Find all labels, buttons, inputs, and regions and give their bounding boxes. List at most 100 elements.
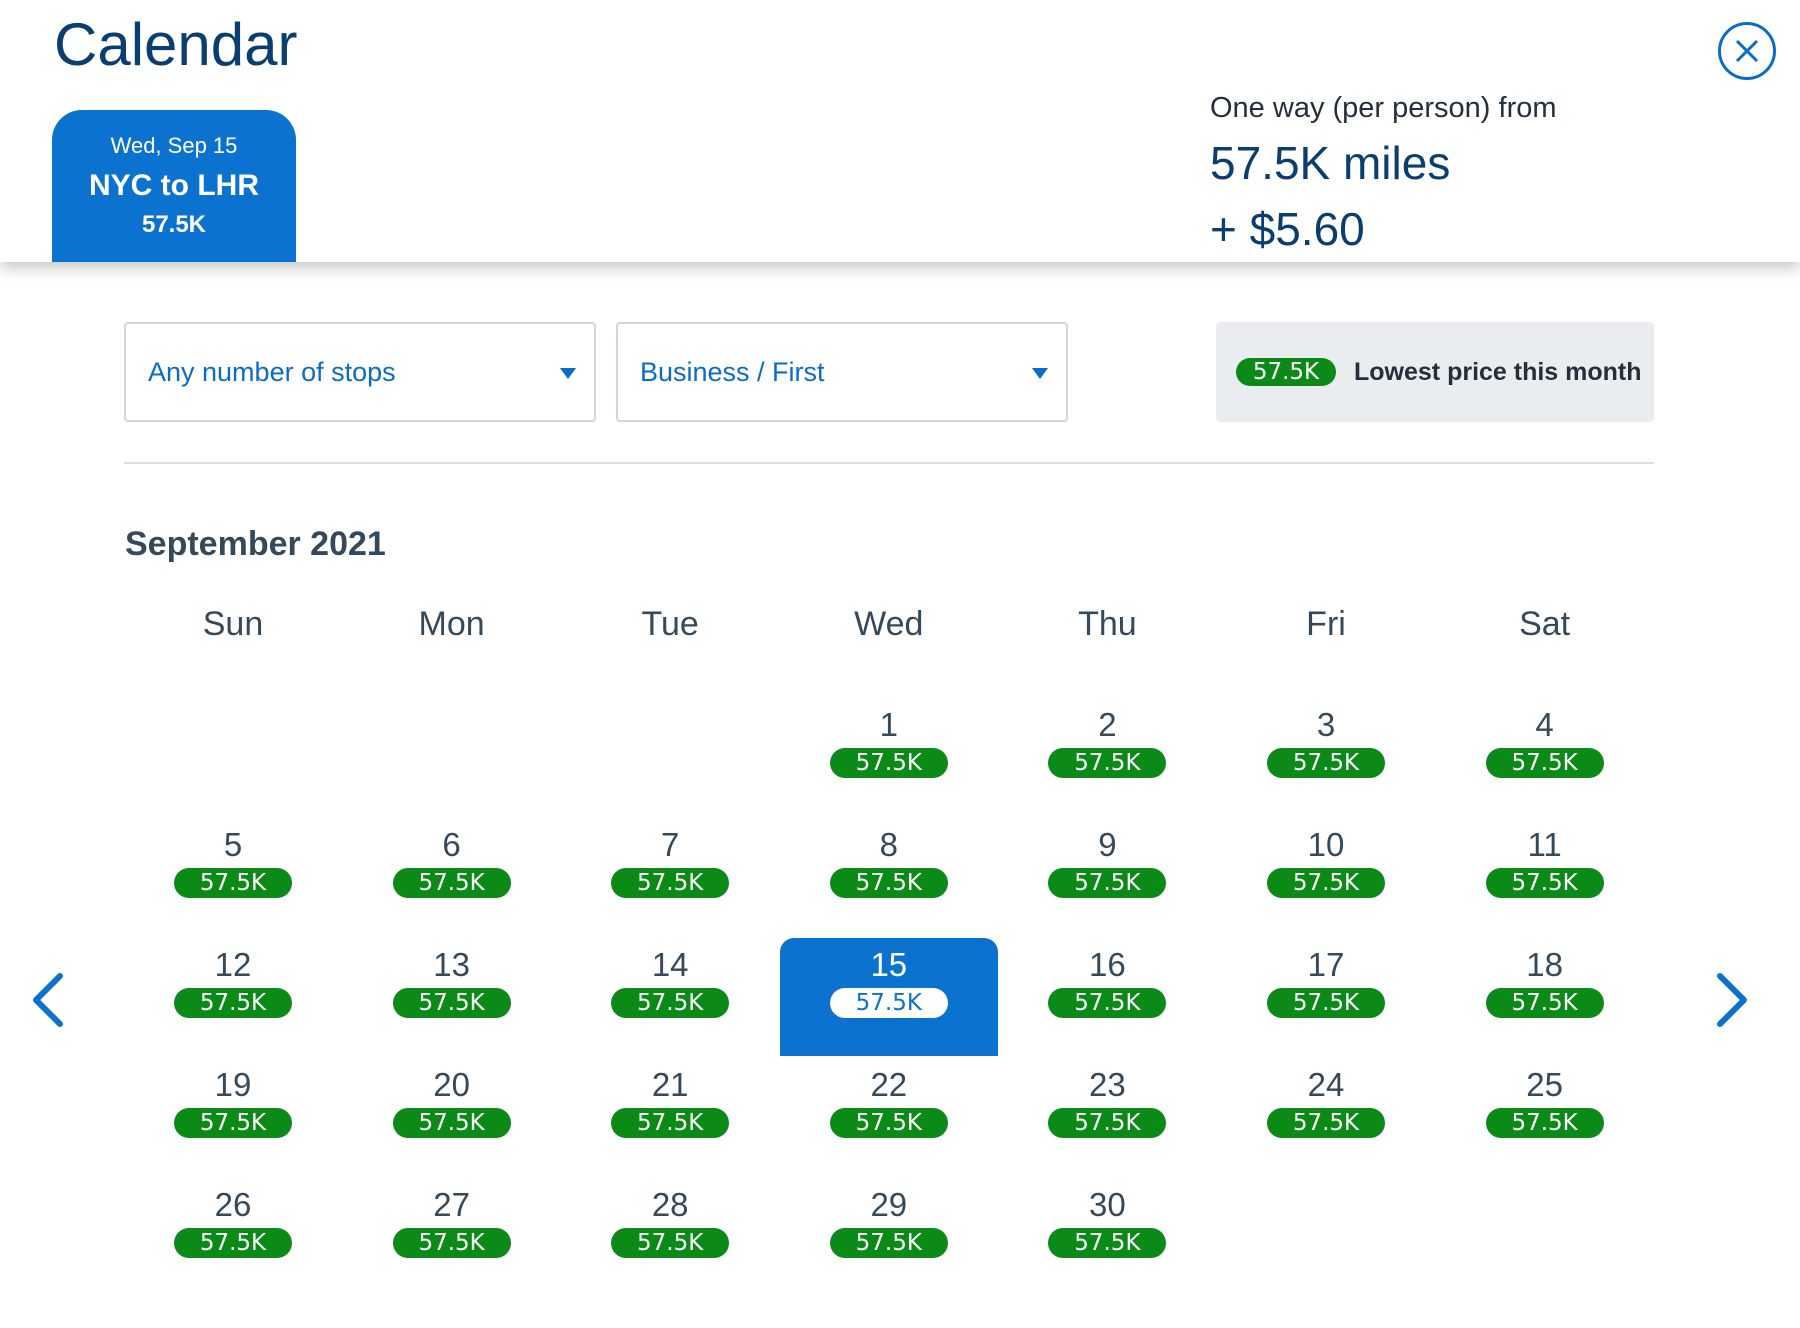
legend-price-badge: 57.5K: [1236, 358, 1336, 386]
day-price-badge: 57.5K: [392, 868, 511, 898]
stops-dropdown-value: Any number of stops: [148, 356, 396, 387]
calendar-day-21[interactable]: 21 57.5K: [561, 1058, 779, 1176]
month-title: September 2021: [125, 525, 386, 563]
day-price-badge: 57.5K: [829, 868, 948, 898]
day-price-badge: 57.5K: [1048, 748, 1167, 778]
fare-summary: One way (per person) from 57.5K miles + …: [1210, 92, 1557, 257]
day-price-badge: 57.5K: [829, 1228, 948, 1258]
weekday-header-thu: Thu: [1078, 605, 1137, 643]
calendar-day-1[interactable]: 1 57.5K: [780, 698, 998, 816]
fare-miles: 57.5K miles: [1210, 137, 1451, 189]
day-number: 4: [1535, 706, 1554, 743]
day-price-badge: 57.5K: [392, 1228, 511, 1258]
calendar-day-13[interactable]: 13 57.5K: [343, 938, 561, 1056]
page-title: Calendar: [54, 11, 298, 78]
next-month-button[interactable]: [1710, 970, 1754, 1030]
calendar-day-3[interactable]: 3 57.5K: [1217, 698, 1435, 816]
day-price-badge: 57.5K: [611, 1228, 730, 1258]
day-price-badge: 57.5K: [1048, 988, 1167, 1018]
day-number: 26: [214, 1186, 252, 1223]
calendar-day-19[interactable]: 19 57.5K: [124, 1058, 342, 1176]
calendar-day-2[interactable]: 2 57.5K: [998, 698, 1216, 816]
day-number: 30: [1089, 1186, 1126, 1223]
calendar-day-22[interactable]: 22 57.5K: [780, 1058, 998, 1176]
day-number: 9: [1098, 826, 1117, 863]
day-number: 23: [1089, 1066, 1126, 1103]
day-price-badge: 57.5K: [829, 748, 948, 778]
weekday-header-tue: Tue: [641, 605, 699, 643]
day-price-badge: 57.5K: [611, 868, 730, 898]
day-number: 3: [1316, 706, 1336, 743]
chevron-right-icon: [1717, 973, 1747, 1027]
day-price-badge: 57.5K: [174, 1228, 292, 1258]
day-number: 25: [1526, 1066, 1563, 1103]
day-number: 18: [1526, 946, 1563, 983]
cabin-dropdown[interactable]: Business / First: [616, 322, 1068, 422]
calendar-day-20[interactable]: 20 57.5K: [343, 1058, 561, 1176]
calendar-day-26[interactable]: 26 57.5K: [124, 1178, 342, 1296]
calendar-day-9[interactable]: 9 57.5K: [998, 818, 1216, 936]
prev-month-button[interactable]: [26, 970, 70, 1030]
stops-dropdown[interactable]: Any number of stops: [124, 322, 596, 422]
calendar-header: Calendar Wed, Sep 15 NYC to LHR 57.5K On…: [0, 0, 1800, 262]
fare-fees: + $5.60: [1210, 203, 1365, 255]
calendar-day-27[interactable]: 27 57.5K: [343, 1178, 561, 1296]
day-number: 15: [870, 946, 908, 983]
calendar-day-5[interactable]: 5 57.5K: [124, 818, 342, 936]
day-number: 20: [433, 1066, 470, 1103]
day-price-badge: 57.5K: [1485, 868, 1604, 898]
day-price-badge: 57.5K: [1048, 868, 1167, 898]
weekday-header-sat: Sat: [1519, 605, 1571, 643]
calendar-day-23[interactable]: 23 57.5K: [998, 1058, 1216, 1176]
calendar-day-12[interactable]: 12 57.5K: [124, 938, 342, 1056]
calendar-day-10[interactable]: 10 57.5K: [1217, 818, 1435, 936]
calendar-day-16[interactable]: 16 57.5K: [998, 938, 1216, 1056]
day-price-badge: 57.5K: [174, 1108, 292, 1138]
caret-down-icon: [560, 368, 576, 379]
day-price-badge: 57.5K: [1267, 868, 1385, 898]
close-button[interactable]: [1718, 22, 1776, 80]
day-number: 8: [879, 826, 898, 863]
flight-route: NYC to LHR: [89, 169, 259, 202]
calendar-day-8[interactable]: 8 57.5K: [780, 818, 998, 936]
calendar-day-14[interactable]: 14 57.5K: [561, 938, 779, 1056]
calendar-day-29[interactable]: 29 57.5K: [780, 1178, 998, 1296]
calendar-day-7[interactable]: 7 57.5K: [561, 818, 779, 936]
calendar-day-25[interactable]: 25 57.5K: [1436, 1058, 1654, 1176]
weekday-header-fri: Fri: [1306, 605, 1346, 643]
close-icon: [1735, 39, 1759, 63]
day-number: 22: [870, 1066, 908, 1103]
calendar-day-28[interactable]: 28 57.5K: [561, 1178, 779, 1296]
day-number: 7: [661, 826, 680, 863]
calendar-day-15[interactable]: 15 57.5K: [779, 938, 998, 1056]
day-number: 11: [1527, 826, 1562, 863]
day-number: 16: [1089, 946, 1126, 983]
divider: [124, 462, 1654, 464]
day-price-badge: 57.5K: [1048, 1108, 1167, 1138]
day-number: 6: [442, 826, 461, 863]
calendar-day-24[interactable]: 24 57.5K: [1217, 1058, 1435, 1176]
lowest-price-legend: 57.5K Lowest price this month: [1216, 322, 1654, 422]
calendar-day-6[interactable]: 6 57.5K: [343, 818, 561, 936]
day-price-badge: 57.5K: [1267, 1108, 1385, 1138]
day-price-badge: 57.5K: [174, 988, 292, 1018]
flight-date: Wed, Sep 15: [110, 133, 238, 158]
day-price-badge: 57.5K: [392, 988, 511, 1018]
day-number: 2: [1098, 706, 1117, 743]
weekday-header-sun: Sun: [202, 605, 264, 643]
day-number: 27: [433, 1186, 470, 1223]
calendar-day-18[interactable]: 18 57.5K: [1436, 938, 1654, 1056]
day-number: 13: [433, 946, 470, 983]
calendar-day-17[interactable]: 17 57.5K: [1217, 938, 1435, 1056]
day-price-badge: 57.5K: [1485, 1108, 1604, 1138]
day-number: 12: [214, 946, 252, 983]
calendar-day-4[interactable]: 4 57.5K: [1436, 698, 1654, 816]
day-number: 28: [651, 1186, 689, 1223]
calendar-day-30[interactable]: 30 57.5K: [998, 1178, 1216, 1296]
day-price-badge: 57.5K: [611, 1108, 730, 1138]
day-number: 29: [870, 1186, 908, 1223]
flight-tab-nyc-lhr[interactable]: Wed, Sep 15 NYC to LHR 57.5K: [52, 110, 296, 262]
day-price-badge: 57.5K: [1048, 1228, 1167, 1258]
calendar-day-11[interactable]: 11 57.5K: [1436, 818, 1654, 936]
day-price-badge: 57.5K: [174, 868, 292, 898]
